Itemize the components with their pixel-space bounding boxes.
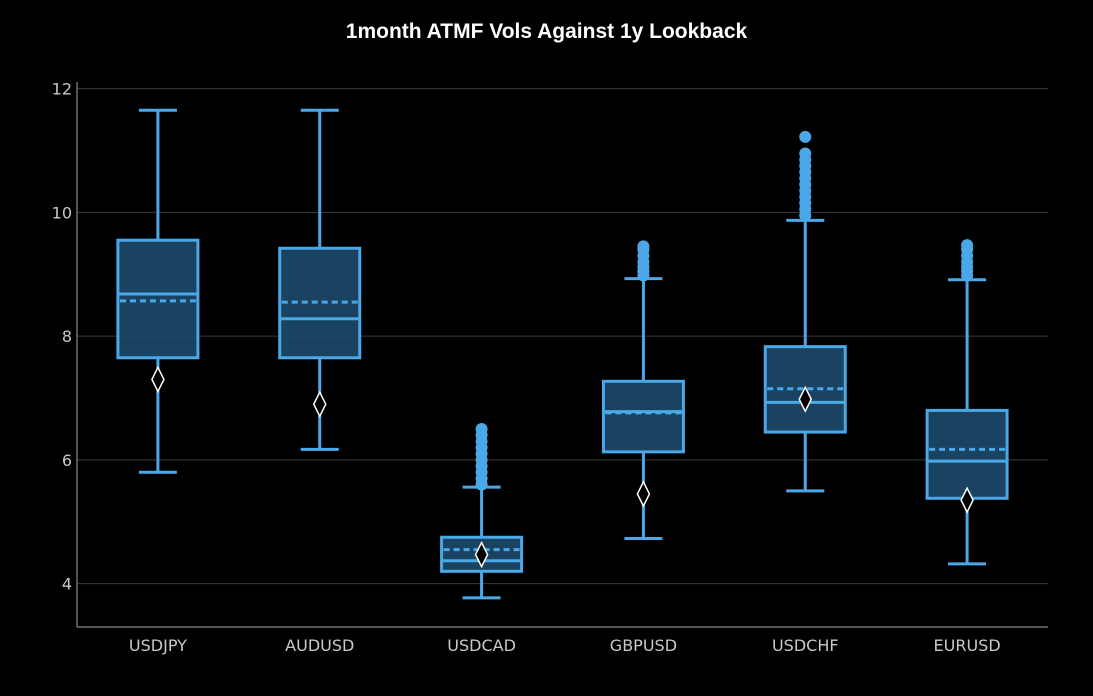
x-tick-label: USDCHF: [772, 636, 839, 655]
y-tick-label: 10: [52, 203, 72, 222]
outlier-point: [475, 422, 488, 435]
outlier-point: [961, 239, 974, 252]
diamond-marker: [636, 480, 651, 508]
diamond-marker: [798, 385, 813, 413]
box-usdjpy: [116, 108, 200, 474]
diamond-marker: [151, 365, 165, 394]
box-iqr: [925, 408, 1009, 500]
grid-lines: [77, 88, 1048, 585]
x-tick-label: USDJPY: [129, 636, 187, 655]
box-usdchf: [763, 130, 847, 493]
outlier-point: [637, 240, 650, 253]
x-tick-label: GBPUSD: [610, 636, 677, 655]
box-usdcad: [440, 422, 524, 600]
y-tick-label: 6: [62, 451, 72, 470]
box-gbpusd: [601, 240, 685, 540]
x-tick-label: AUDUSD: [285, 636, 354, 655]
box-iqr: [601, 379, 685, 454]
y-tick-label: 8: [62, 327, 72, 346]
box-audusd: [278, 108, 362, 451]
box-series: [116, 108, 1009, 600]
box-eurusd: [925, 239, 1009, 566]
chart-title: 1month ATMF Vols Against 1y Lookback: [345, 20, 748, 43]
x-tick-label: EURUSD: [934, 636, 1001, 655]
box-iqr: [116, 238, 200, 360]
y-tick-label: 12: [52, 80, 72, 99]
axes: 4 6 8 10 12 USDJPY AUDUSD USDCAD GBPUSD USDCHF EUR…: [52, 80, 1048, 655]
x-tick-label: USDCAD: [447, 636, 516, 655]
diamond-marker: [474, 540, 489, 569]
diamond-marker: [312, 390, 327, 418]
y-tick-label: 4: [62, 575, 72, 594]
outlier-point: [799, 130, 812, 143]
outlier-point: [799, 147, 812, 160]
diamond-marker: [960, 486, 974, 514]
